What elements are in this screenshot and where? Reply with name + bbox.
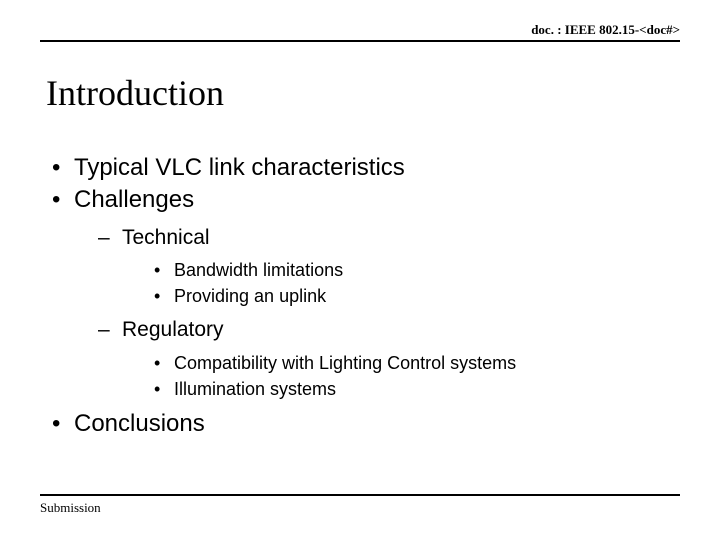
bullet-text: Providing an uplink bbox=[174, 286, 326, 306]
bullet-lvl3: Compatibility with Lighting Control syst… bbox=[122, 350, 674, 376]
bullet-text: Typical VLC link characteristics bbox=[74, 154, 405, 181]
bullet-lvl3: Providing an uplink bbox=[122, 283, 674, 309]
footer: Submission bbox=[40, 494, 680, 516]
bullet-text: Challenges bbox=[74, 186, 194, 213]
bullet-lvl2: Technical Bandwidth limitations Providin… bbox=[74, 223, 674, 310]
header: doc. : IEEE 802.15-<doc#> bbox=[40, 22, 680, 42]
bullet-subsublist: Compatibility with Lighting Control syst… bbox=[122, 350, 674, 402]
bullet-text: Bandwidth limitations bbox=[174, 260, 343, 280]
page-title: Introduction bbox=[46, 72, 224, 114]
bullet-subsublist: Bandwidth limitations Providing an uplin… bbox=[122, 257, 674, 309]
bullet-lvl1: Challenges Technical Bandwidth limitatio… bbox=[46, 184, 674, 402]
doc-reference: doc. : IEEE 802.15-<doc#> bbox=[40, 22, 680, 40]
bullet-lvl3: Illumination systems bbox=[122, 376, 674, 402]
bullet-lvl1: Conclusions bbox=[46, 408, 674, 440]
bullet-sublist: Technical Bandwidth limitations Providin… bbox=[74, 223, 674, 402]
bullet-lvl3: Bandwidth limitations bbox=[122, 257, 674, 283]
bullet-text: Illumination systems bbox=[174, 379, 336, 399]
bullet-text: Compatibility with Lighting Control syst… bbox=[174, 353, 516, 373]
bullet-list: Typical VLC link characteristics Challen… bbox=[46, 152, 674, 440]
bullet-text: Conclusions bbox=[74, 410, 205, 437]
footer-label: Submission bbox=[40, 500, 680, 516]
footer-rule bbox=[40, 494, 680, 496]
bullet-lvl1: Typical VLC link characteristics bbox=[46, 152, 674, 184]
header-rule bbox=[40, 40, 680, 42]
bullet-text: Technical bbox=[122, 226, 210, 249]
bullet-lvl2: Regulatory Compatibility with Lighting C… bbox=[74, 315, 674, 402]
content-body: Typical VLC link characteristics Challen… bbox=[46, 152, 674, 440]
bullet-text: Regulatory bbox=[122, 318, 224, 341]
